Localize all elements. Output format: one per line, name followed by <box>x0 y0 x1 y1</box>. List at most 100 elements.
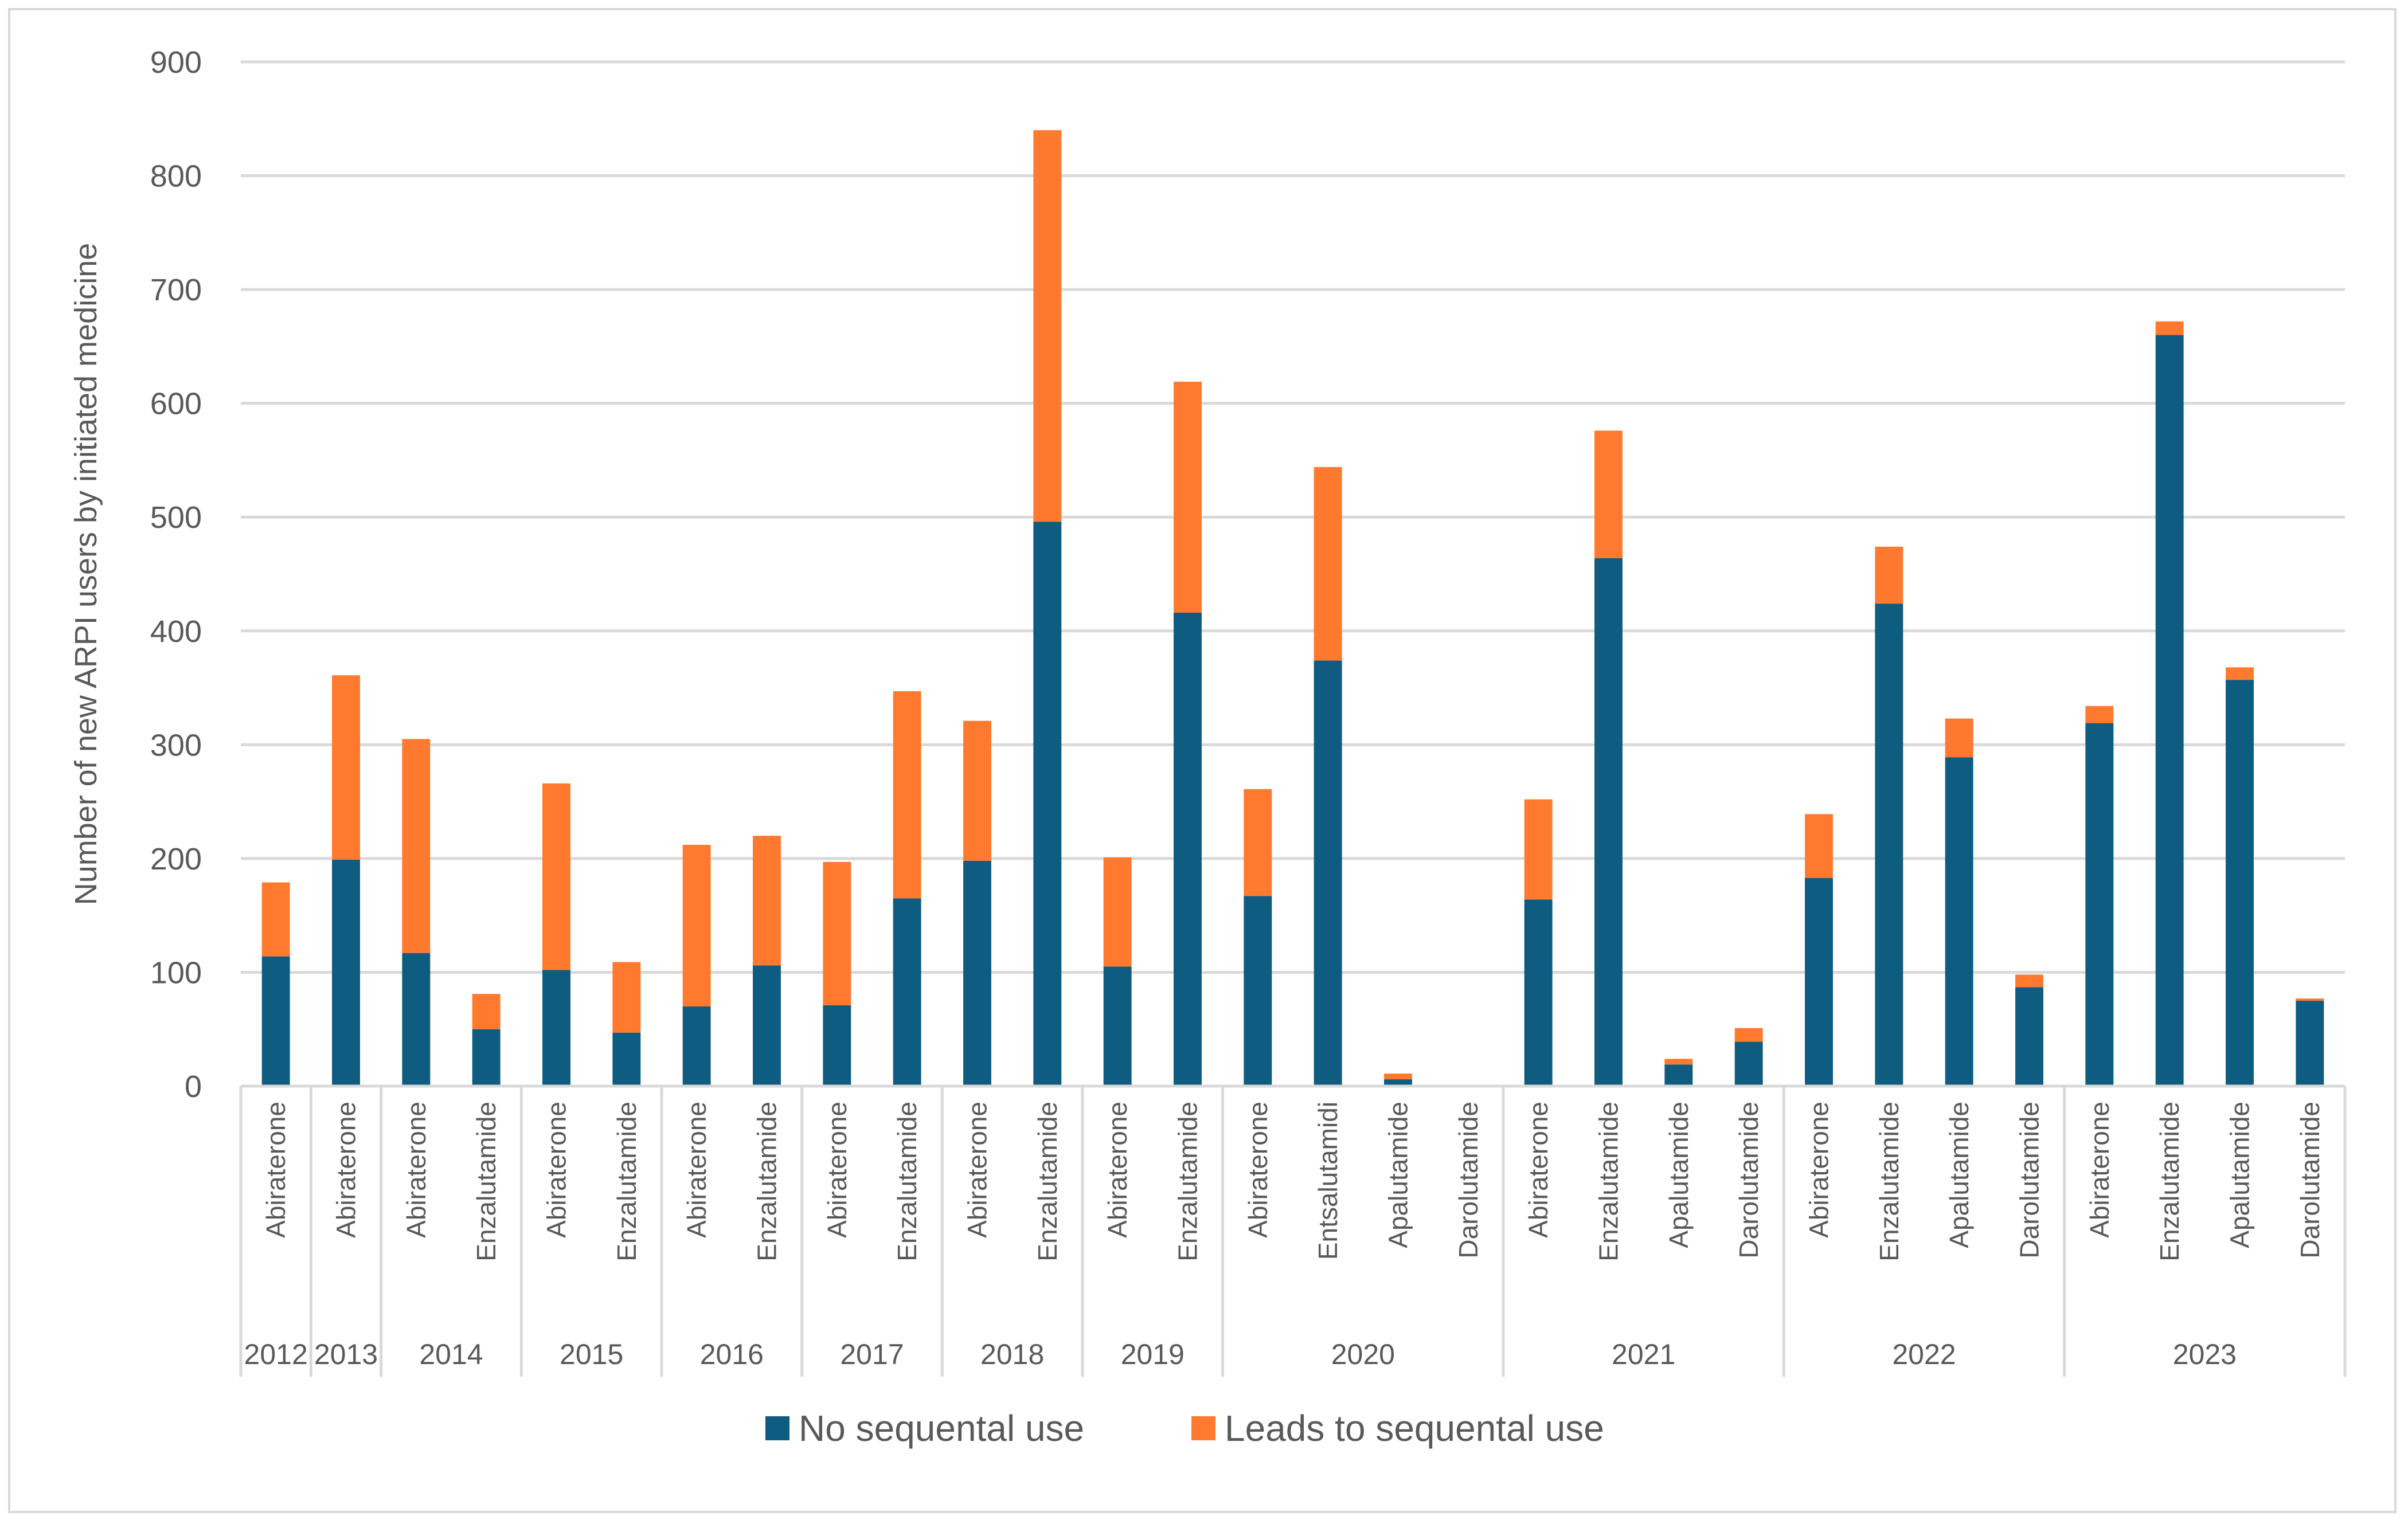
bar-leads-to-sequential-use <box>1244 789 1272 896</box>
bar-leads-to-sequential-use <box>2015 974 2043 988</box>
bar-leads-to-sequential-use <box>261 882 290 957</box>
x-group-year-label: 2022 <box>1892 1338 1956 1370</box>
bar-leads-to-sequential-use <box>753 836 781 966</box>
bar-no-sequential-use <box>1524 899 1553 1086</box>
x-category-label: Abiraterone <box>1523 1102 1553 1238</box>
bar-leads-to-sequential-use <box>2296 998 2324 1001</box>
bar-leads-to-sequential-use <box>1103 857 1132 967</box>
bar-leads-to-sequential-use <box>1594 430 1623 558</box>
legend-swatch <box>765 1416 789 1440</box>
bar-no-sequential-use <box>2296 1001 2324 1086</box>
x-category-label: Entsalutamidi <box>1313 1102 1343 1260</box>
x-category-label: Apalutamide <box>1664 1102 1694 1248</box>
x-category-label: Apalutamide <box>2225 1102 2255 1248</box>
bar-leads-to-sequential-use <box>1805 814 1833 878</box>
legend-label: No sequental use <box>799 1408 1084 1449</box>
x-group-year-label: 2014 <box>419 1338 483 1370</box>
y-tick-label: 300 <box>150 728 202 762</box>
bar-leads-to-sequential-use <box>1664 1059 1693 1065</box>
x-category-label: Enzalutamide <box>612 1102 642 1261</box>
bar-leads-to-sequential-use <box>2085 706 2114 723</box>
x-category-label: Enzalutamide <box>892 1102 922 1261</box>
x-group-year-label: 2017 <box>840 1338 904 1370</box>
x-category-label: Darolutamide <box>2295 1102 2325 1259</box>
x-group-year-label: 2013 <box>314 1338 378 1370</box>
x-category-label: Darolutamide <box>1734 1102 1764 1259</box>
bar-leads-to-sequential-use <box>1875 546 1903 604</box>
bar-leads-to-sequential-use <box>612 962 641 1033</box>
y-tick-label: 400 <box>150 614 202 649</box>
bar-leads-to-sequential-use <box>332 675 360 860</box>
bar-no-sequential-use <box>332 859 360 1086</box>
bar-leads-to-sequential-use <box>682 845 711 1007</box>
bar-no-sequential-use <box>402 953 431 1086</box>
bar-no-sequential-use <box>1174 613 1202 1086</box>
bar-no-sequential-use <box>472 1029 501 1086</box>
bar-no-sequential-use <box>1594 558 1623 1086</box>
bar-no-sequential-use <box>261 956 290 1086</box>
bar-no-sequential-use <box>1875 604 1903 1086</box>
bar-leads-to-sequential-use <box>472 994 501 1029</box>
bar-no-sequential-use <box>1384 1079 1412 1086</box>
x-category-label: Abiraterone <box>682 1102 712 1238</box>
x-group-year-label: 2016 <box>700 1338 764 1370</box>
bar-no-sequential-use <box>1033 522 1062 1086</box>
x-category-label: Abiraterone <box>401 1102 431 1238</box>
bar-leads-to-sequential-use <box>1174 381 1202 613</box>
x-category-label: Enzalutamide <box>752 1102 782 1261</box>
y-tick-label: 200 <box>150 842 202 876</box>
y-tick-label: 900 <box>150 45 202 80</box>
x-category-label: Abiraterone <box>1804 1102 1834 1238</box>
bar-leads-to-sequential-use <box>1384 1074 1412 1080</box>
bar-no-sequential-use <box>963 860 991 1086</box>
bar-no-sequential-use <box>1805 877 1833 1086</box>
x-category-label: Darolutamide <box>2015 1102 2045 1259</box>
y-tick-label: 700 <box>150 273 202 307</box>
bar-leads-to-sequential-use <box>893 691 921 899</box>
x-category-label: Apalutamide <box>1944 1102 1974 1248</box>
legend-label: Leads to sequental use <box>1225 1408 1604 1449</box>
bar-no-sequential-use <box>542 970 570 1086</box>
bar-no-sequential-use <box>2085 723 2114 1086</box>
bar-no-sequential-use <box>2226 680 2254 1086</box>
y-axis-ticks: 0 100 200 300 400 500 600 700 800 900 <box>150 45 202 1104</box>
x-group-year-label: 2023 <box>2173 1338 2237 1370</box>
x-category-label: Abiraterone <box>331 1102 361 1238</box>
bar-leads-to-sequential-use <box>1033 130 1062 522</box>
y-tick-label: 800 <box>150 159 202 194</box>
bar-leads-to-sequential-use <box>1945 718 1973 758</box>
x-axis: Abiraterone Abiraterone Abiraterone Enzalut… <box>239 1084 2347 1377</box>
x-group-year-label: 2020 <box>1331 1338 1395 1370</box>
x-category-label: Enzalutamide <box>1173 1102 1203 1261</box>
x-category-label: Enzalutamide <box>1594 1102 1624 1261</box>
x-category-label: Abiraterone <box>963 1102 992 1238</box>
bar-no-sequential-use <box>1664 1064 1693 1086</box>
x-group-year-label: 2012 <box>244 1338 308 1370</box>
x-category-label: Abiraterone <box>261 1102 291 1238</box>
x-category-label: Enzalutamide <box>2155 1102 2184 1261</box>
y-tick-label: 0 <box>185 1069 202 1104</box>
bar-no-sequential-use <box>1734 1041 1763 1086</box>
bar-no-sequential-use <box>2155 335 2184 1086</box>
y-tick-label: 100 <box>150 955 202 990</box>
x-category-label: Enzalutamide <box>1874 1102 1904 1261</box>
x-group-year-label: 2015 <box>560 1338 623 1370</box>
bar-no-sequential-use <box>1314 660 1342 1086</box>
bar-no-sequential-use <box>753 965 781 1086</box>
x-group-year-label: 2021 <box>1612 1338 1675 1370</box>
y-axis-label: Number of new ARPI users by initiated me… <box>69 243 103 906</box>
x-category-label: Darolutamide <box>1453 1102 1483 1259</box>
x-category-label: Abiraterone <box>2085 1102 2114 1238</box>
x-category-label: Enzalutamide <box>1033 1102 1062 1261</box>
x-category-label: Abiraterone <box>1243 1102 1273 1238</box>
bar-no-sequential-use <box>1244 896 1272 1086</box>
bars <box>261 130 2324 1086</box>
bar-leads-to-sequential-use <box>402 739 431 953</box>
bar-no-sequential-use <box>2015 987 2043 1086</box>
bar-leads-to-sequential-use <box>963 720 991 861</box>
y-tick-label: 600 <box>150 387 202 421</box>
x-group-year-label: 2019 <box>1121 1338 1185 1370</box>
bar-leads-to-sequential-use <box>1734 1028 1763 1042</box>
bar-leads-to-sequential-use <box>1314 467 1342 661</box>
